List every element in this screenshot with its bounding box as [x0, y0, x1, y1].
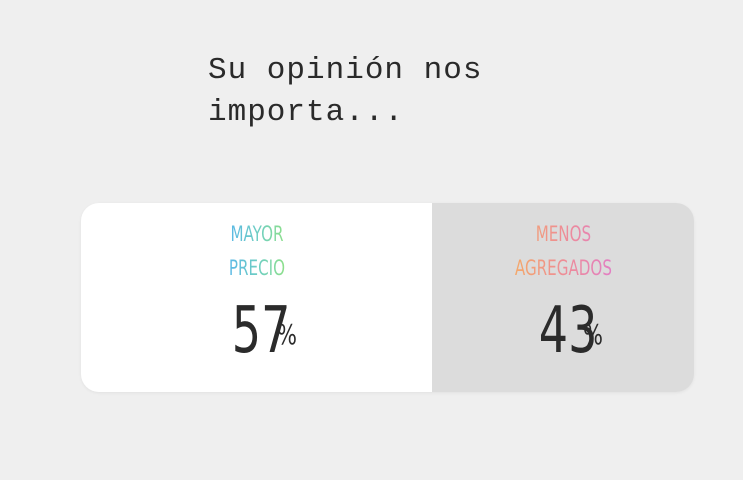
- poll-option-menos-agregados[interactable]: MENOS AGREGADOS 43%: [432, 203, 694, 392]
- option-percentage: 57%: [81, 299, 432, 363]
- option-percentage: 43%: [432, 299, 694, 363]
- option-label: MAYOR PRECIO: [228, 217, 284, 285]
- option-label-line2: PRECIO: [228, 256, 285, 280]
- percentage-value: 57: [232, 294, 291, 368]
- poll-question: Su opinión nos importa...: [208, 53, 483, 130]
- option-label-line1: MENOS: [535, 222, 591, 246]
- option-label-line2: AGREGADOS: [514, 256, 612, 280]
- option-label: MENOS AGREGADOS: [514, 217, 611, 285]
- poll-option-mayor-precio[interactable]: MAYOR PRECIO 57%: [81, 203, 432, 392]
- percent-sign: %: [276, 318, 297, 351]
- percent-sign: %: [583, 318, 604, 351]
- poll-sticker: MAYOR PRECIO 57% MENOS AGREGADOS 43%: [81, 203, 694, 392]
- option-label-line1: MAYOR: [229, 222, 284, 246]
- percentage-value: 43: [538, 294, 598, 368]
